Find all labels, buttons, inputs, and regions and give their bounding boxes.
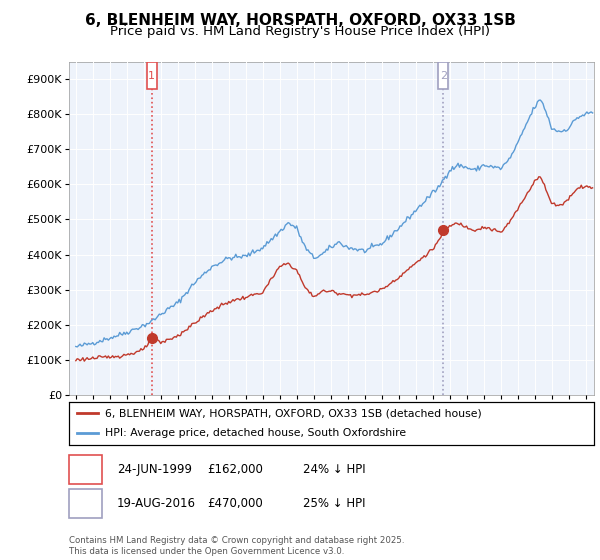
Text: 19-AUG-2016: 19-AUG-2016 <box>117 497 196 510</box>
Text: HPI: Average price, detached house, South Oxfordshire: HPI: Average price, detached house, Sout… <box>105 428 406 438</box>
Text: Price paid vs. HM Land Registry's House Price Index (HPI): Price paid vs. HM Land Registry's House … <box>110 25 490 38</box>
Text: 24% ↓ HPI: 24% ↓ HPI <box>303 463 365 477</box>
Text: Contains HM Land Registry data © Crown copyright and database right 2025.
This d: Contains HM Land Registry data © Crown c… <box>69 536 404 556</box>
Text: 2: 2 <box>82 497 89 510</box>
Text: 2: 2 <box>440 71 447 81</box>
Text: £162,000: £162,000 <box>207 463 263 477</box>
FancyBboxPatch shape <box>146 62 157 89</box>
Text: 6, BLENHEIM WAY, HORSPATH, OXFORD, OX33 1SB (detached house): 6, BLENHEIM WAY, HORSPATH, OXFORD, OX33 … <box>105 408 481 418</box>
Text: 25% ↓ HPI: 25% ↓ HPI <box>303 497 365 510</box>
Text: 6, BLENHEIM WAY, HORSPATH, OXFORD, OX33 1SB: 6, BLENHEIM WAY, HORSPATH, OXFORD, OX33 … <box>85 13 515 28</box>
FancyBboxPatch shape <box>438 62 448 89</box>
Text: 1: 1 <box>148 71 155 81</box>
Text: 1: 1 <box>82 463 89 477</box>
Text: 24-JUN-1999: 24-JUN-1999 <box>117 463 192 477</box>
Text: £470,000: £470,000 <box>207 497 263 510</box>
